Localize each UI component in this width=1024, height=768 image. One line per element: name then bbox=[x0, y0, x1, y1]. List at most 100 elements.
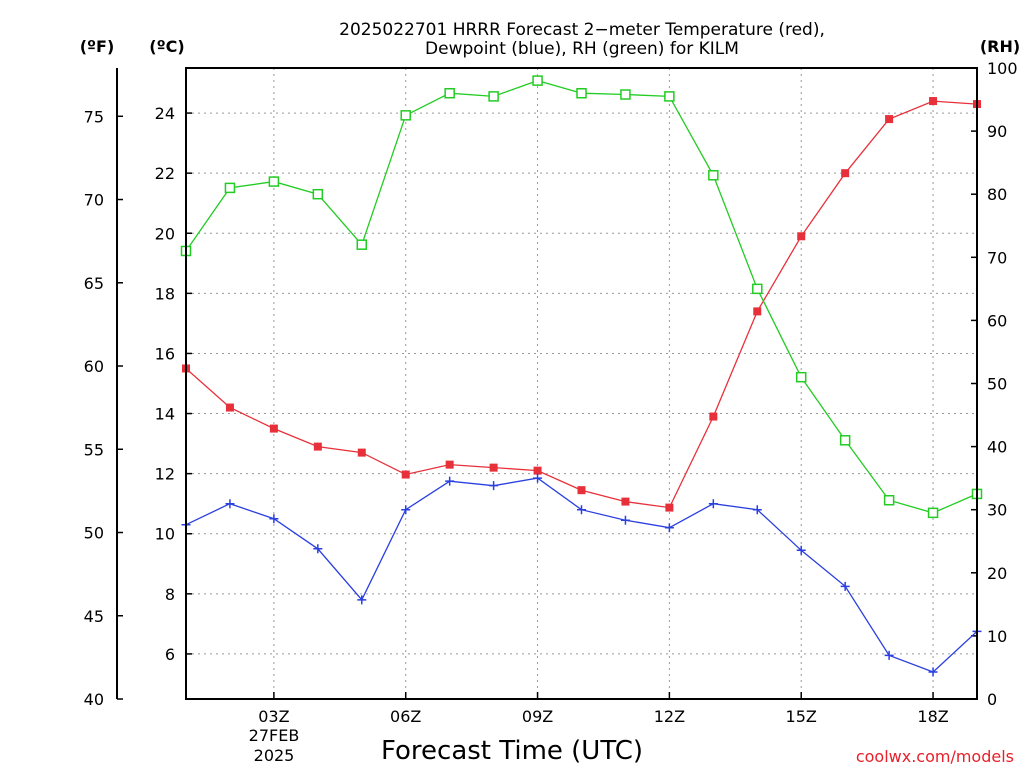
dewpoint-point bbox=[269, 514, 279, 524]
dewpoint-point bbox=[577, 505, 586, 515]
celsius-axis: 6 8 10 12 14 16 18 20 22 24 bbox=[155, 104, 192, 664]
rh-point bbox=[224, 182, 236, 194]
time-tick-label: 06Z bbox=[390, 707, 421, 726]
rh-tick-label: 40 bbox=[987, 438, 1007, 457]
rh-point bbox=[927, 507, 939, 519]
rh-tick-label: 20 bbox=[987, 564, 1007, 583]
rh-series bbox=[180, 75, 983, 519]
rh-tick-label: 60 bbox=[987, 311, 1007, 330]
rh-point bbox=[839, 435, 851, 446]
celsius-tick-label: 10 bbox=[155, 525, 175, 544]
fahrenheit-axis: 40 45 50 55 60 65 70 75 bbox=[84, 68, 123, 709]
temperature-point bbox=[269, 424, 278, 433]
temperature-point bbox=[929, 97, 938, 106]
rh-tick-label: 70 bbox=[987, 248, 1007, 267]
rh-tick-label: 50 bbox=[987, 375, 1007, 394]
rh-point bbox=[400, 110, 411, 121]
rh-point bbox=[708, 170, 719, 181]
fahrenheit-tick-label: 65 bbox=[84, 274, 104, 293]
grid-lines bbox=[186, 68, 977, 699]
time-tick-label: 03Z bbox=[258, 707, 289, 726]
series-layer bbox=[180, 75, 983, 677]
celsius-tick-label: 6 bbox=[165, 645, 175, 664]
rh-tick-label: 100 bbox=[987, 59, 1018, 78]
rh-point bbox=[444, 87, 455, 99]
rh-line bbox=[185, 79, 978, 514]
celsius-tick-label: 14 bbox=[155, 405, 175, 424]
celsius-tick-label: 18 bbox=[155, 284, 175, 303]
dewpoint-point bbox=[928, 667, 938, 677]
fahrenheit-tick-label: 50 bbox=[84, 524, 104, 543]
time-tick-label: 12Z bbox=[654, 707, 685, 726]
temperature-point bbox=[357, 448, 366, 457]
rh-point bbox=[576, 87, 587, 99]
temperature-line bbox=[185, 100, 978, 509]
chart-title-line2: Dewpoint (blue), RH (green) for KILM bbox=[425, 39, 739, 59]
date-label-year: 2025 bbox=[254, 746, 295, 765]
dewpoint-point bbox=[708, 499, 718, 509]
dewpoint-point bbox=[796, 545, 806, 555]
dewpoint-point bbox=[313, 544, 323, 554]
chart-title-line1: 2025022701 HRRR Forecast 2−meter Tempera… bbox=[339, 20, 825, 40]
temperature-point bbox=[533, 466, 542, 475]
celsius-tick-label: 24 bbox=[155, 104, 175, 123]
rh-point bbox=[312, 188, 324, 200]
x-axis-title: Forecast Time (UTC) bbox=[381, 736, 643, 766]
date-label-day: 27FEB bbox=[249, 726, 300, 745]
dewpoint-point bbox=[533, 473, 543, 483]
dewpoint-series bbox=[181, 473, 982, 677]
dewpoint-point bbox=[445, 476, 455, 486]
rh-axis: 0 10 20 30 40 50 60 70 80 90 100 bbox=[971, 59, 1018, 709]
rh-point bbox=[664, 91, 675, 102]
temperature-point bbox=[401, 470, 410, 479]
dewpoint-point bbox=[664, 523, 674, 533]
rh-tick-label: 90 bbox=[987, 122, 1007, 141]
celsius-unit-label: (ºC) bbox=[149, 37, 184, 56]
rh-unit-label: (RH) bbox=[980, 37, 1020, 56]
dewpoint-point bbox=[225, 499, 235, 509]
dewpoint-point bbox=[620, 515, 630, 525]
fahrenheit-unit-label: (ºF) bbox=[80, 37, 115, 56]
temperature-point bbox=[489, 463, 498, 472]
fahrenheit-tick-label: 70 bbox=[84, 191, 104, 210]
plot-frame bbox=[185, 67, 978, 700]
temperature-point bbox=[225, 403, 234, 412]
dewpoint-point bbox=[489, 481, 499, 491]
fahrenheit-tick-label: 45 bbox=[84, 607, 104, 626]
rh-point bbox=[795, 371, 807, 383]
time-tick-label: 15Z bbox=[786, 707, 817, 726]
temperature-point bbox=[665, 503, 674, 512]
rh-point bbox=[268, 176, 280, 187]
rh-point bbox=[883, 494, 895, 506]
time-tick-label: 09Z bbox=[522, 707, 553, 726]
rh-point bbox=[488, 91, 499, 102]
rh-point bbox=[620, 89, 631, 100]
fahrenheit-tick-label: 55 bbox=[84, 440, 104, 459]
celsius-tick-label: 20 bbox=[155, 224, 175, 243]
fahrenheit-tick-label: 40 bbox=[84, 690, 104, 709]
dewpoint-point bbox=[401, 505, 411, 515]
dewpoint-point bbox=[840, 581, 850, 591]
fahrenheit-tick-label: 60 bbox=[84, 357, 104, 376]
temperature-point bbox=[577, 486, 586, 495]
temperature-point bbox=[445, 460, 454, 469]
temperature-point bbox=[753, 307, 762, 316]
temperature-point bbox=[885, 115, 894, 124]
rh-tick-label: 30 bbox=[987, 501, 1007, 520]
dewpoint-point bbox=[884, 650, 894, 660]
celsius-tick-label: 8 bbox=[165, 585, 175, 604]
rh-point bbox=[356, 239, 368, 250]
celsius-tick-label: 12 bbox=[155, 465, 175, 484]
time-tick-label: 18Z bbox=[917, 707, 948, 726]
temperature-point bbox=[841, 169, 850, 178]
rh-point bbox=[752, 283, 763, 295]
celsius-tick-label: 16 bbox=[155, 344, 175, 363]
source-credit: coolwx.com/models bbox=[856, 747, 1014, 766]
time-axis: 03Z 06Z 09Z 12Z 15Z 18Z bbox=[258, 692, 949, 726]
rh-tick-label: 10 bbox=[987, 627, 1007, 646]
celsius-tick-label: 22 bbox=[155, 164, 175, 183]
temperature-series bbox=[182, 97, 981, 512]
temperature-point bbox=[313, 442, 322, 451]
temperature-point bbox=[621, 497, 630, 506]
